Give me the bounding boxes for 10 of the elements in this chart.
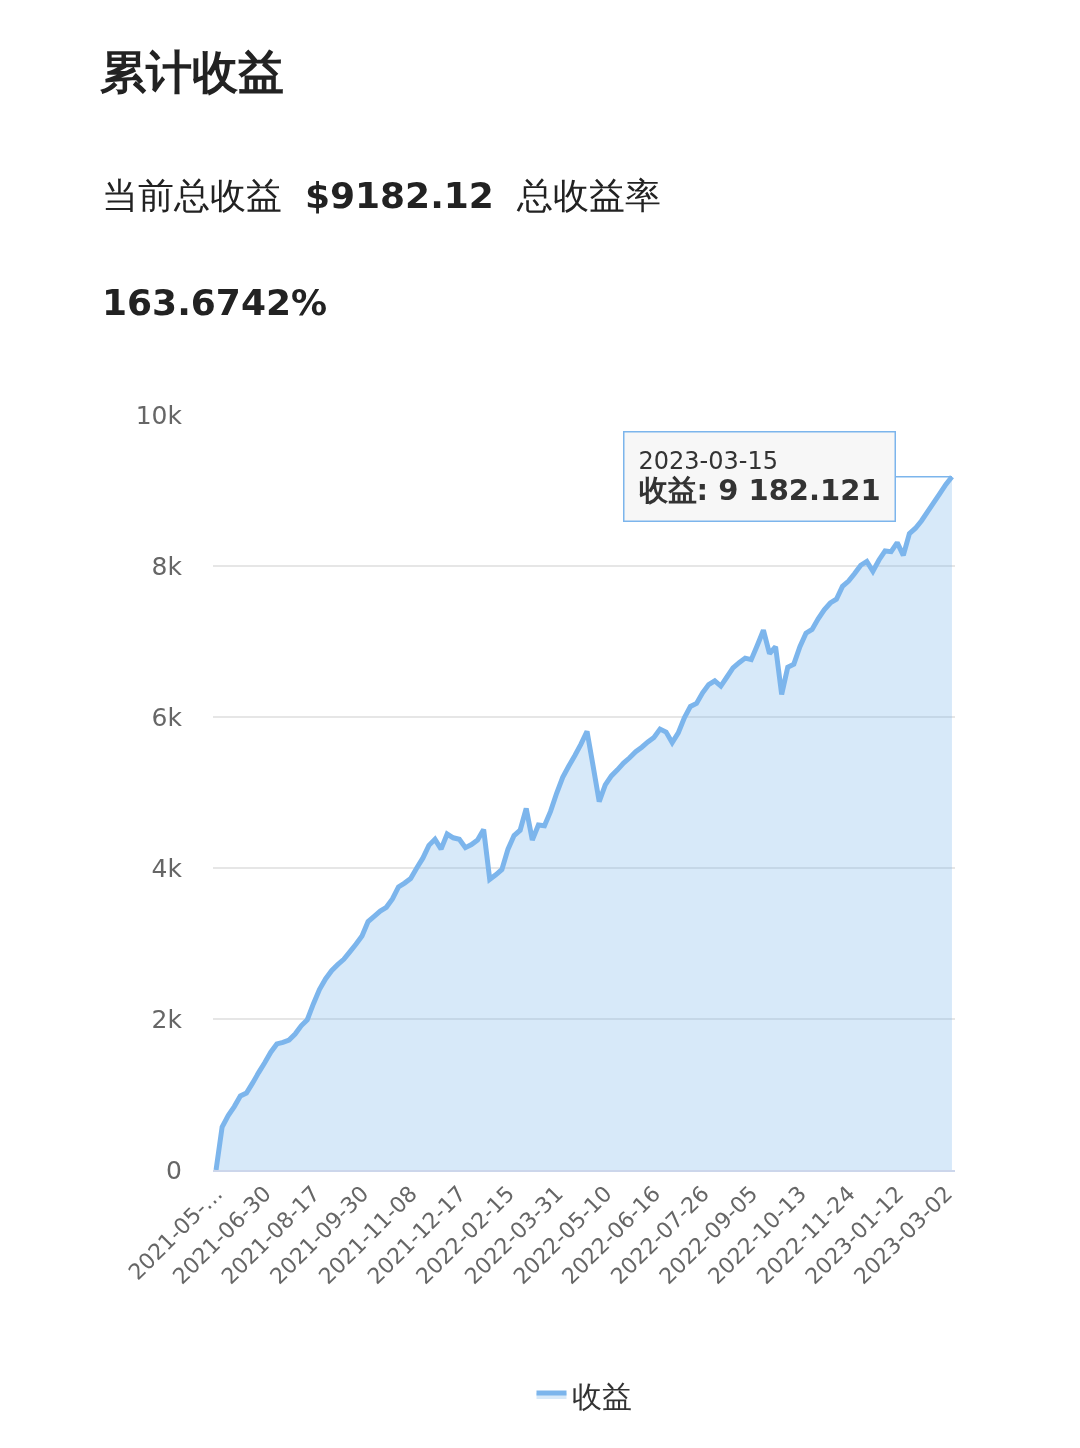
y-tick-label: 0 bbox=[166, 1155, 182, 1185]
text: 当前总收益 $9182.12 总收益率 163.6742% bbox=[102, 175, 661, 323]
chart-title: 累计收益 bbox=[100, 45, 284, 100]
y-tick-label: 2k bbox=[151, 1004, 183, 1034]
legend-label: 收益 bbox=[571, 1378, 632, 1414]
y-tick-label: 10k bbox=[135, 400, 183, 430]
annotation: 2023-03-15 收益: 9 182.121 bbox=[638, 446, 881, 507]
y-tick-label: 6k bbox=[151, 702, 183, 732]
y-tick-label: 4k bbox=[151, 853, 183, 883]
y-tick-label: 8k bbox=[151, 551, 183, 581]
